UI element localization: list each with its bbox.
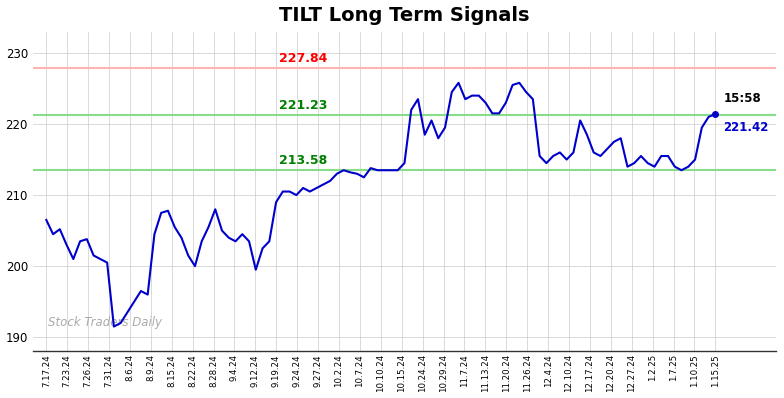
Text: 15:58: 15:58 xyxy=(724,92,761,105)
Text: 227.84: 227.84 xyxy=(279,53,327,66)
Title: TILT Long Term Signals: TILT Long Term Signals xyxy=(279,6,530,25)
Text: Stock Traders Daily: Stock Traders Daily xyxy=(48,316,162,329)
Text: 213.58: 213.58 xyxy=(279,154,327,167)
Text: 221.42: 221.42 xyxy=(724,121,769,134)
Text: 221.23: 221.23 xyxy=(279,100,327,113)
